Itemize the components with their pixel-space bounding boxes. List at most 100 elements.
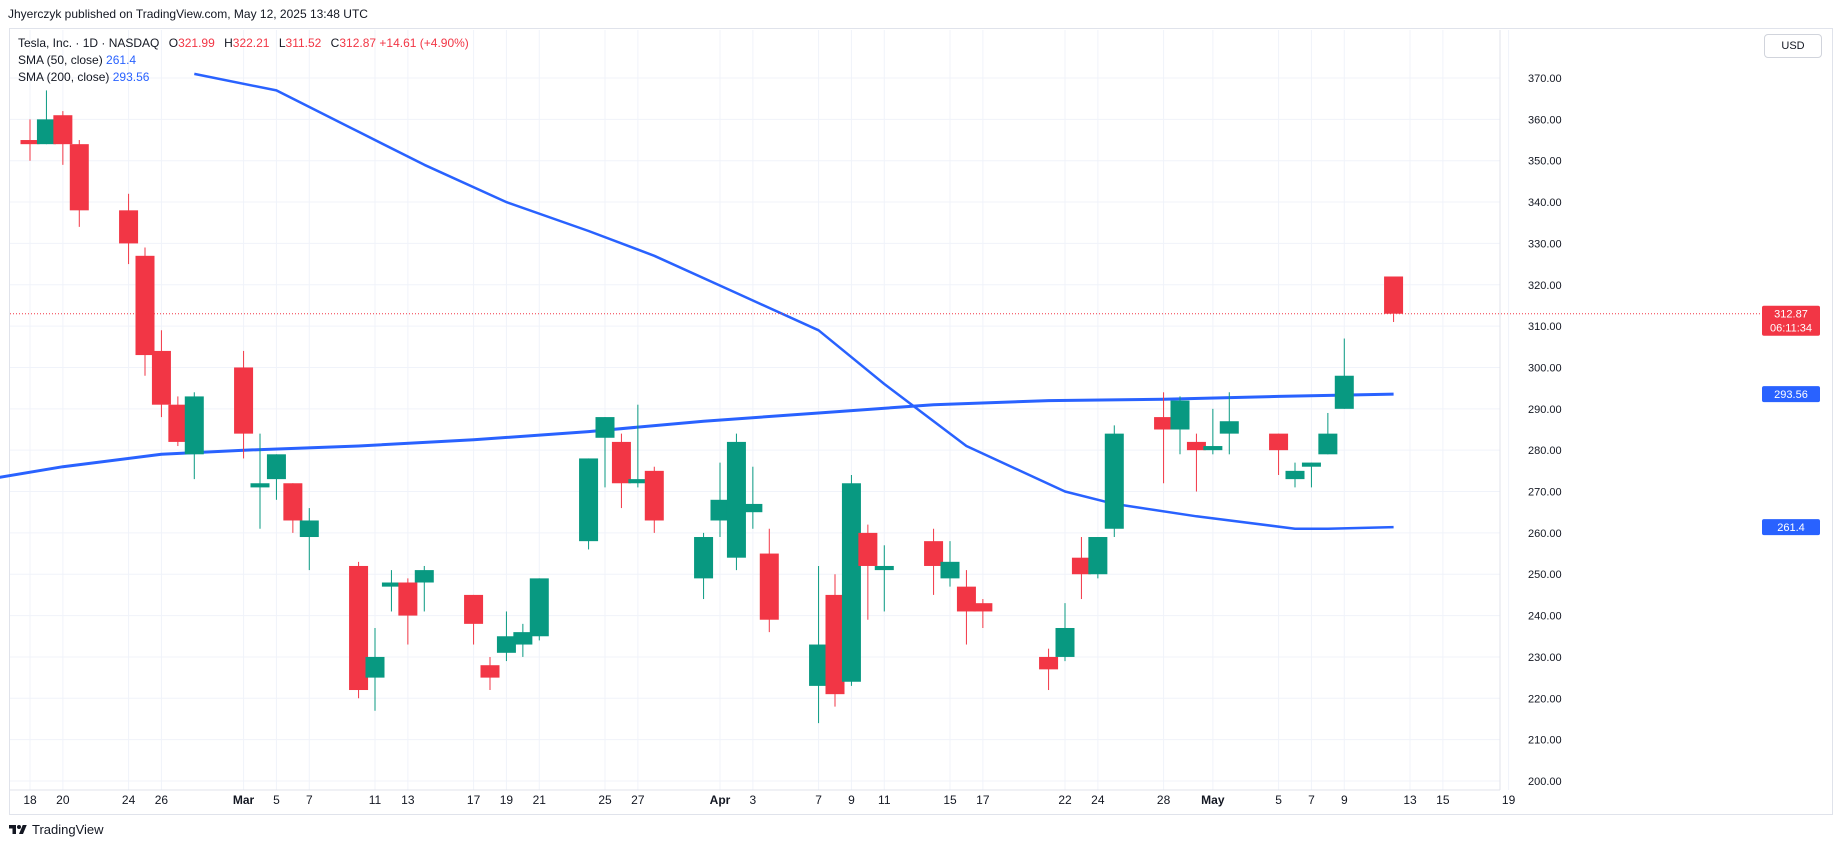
candle-body bbox=[365, 656, 385, 678]
symbol-label: Tesla, Inc. · 1D · NASDAQ bbox=[18, 36, 160, 50]
close-label: C bbox=[330, 36, 340, 50]
y-tick-label: 210.00 bbox=[1528, 735, 1562, 747]
sma50-row[interactable]: SMA (50, close) 261.4 bbox=[18, 52, 469, 69]
x-tick-label: 24 bbox=[1091, 793, 1105, 807]
x-tick-label: 13 bbox=[1403, 793, 1417, 807]
candle-body bbox=[841, 483, 861, 682]
currency-button[interactable]: USD bbox=[1764, 34, 1822, 58]
candle-body bbox=[1219, 421, 1239, 434]
candle-body bbox=[135, 255, 155, 356]
candle-body bbox=[151, 350, 171, 405]
y-tick-label: 360.00 bbox=[1528, 114, 1562, 126]
x-tick-label: 18 bbox=[23, 793, 37, 807]
sma200-row[interactable]: SMA (200, close) 293.56 bbox=[18, 69, 469, 86]
x-tick-label: May bbox=[1201, 793, 1225, 807]
candle-body bbox=[168, 404, 188, 442]
candle-body bbox=[1170, 400, 1190, 430]
sma50-tag-bg bbox=[1762, 519, 1820, 536]
candle-body bbox=[874, 565, 894, 571]
x-tick-label: 28 bbox=[1157, 793, 1171, 807]
candle-body bbox=[710, 499, 730, 521]
candle-body bbox=[266, 454, 286, 480]
x-tick-label: 24 bbox=[122, 793, 136, 807]
y-tick-label: 290.00 bbox=[1528, 404, 1562, 416]
candle-body bbox=[809, 644, 829, 686]
candle-body bbox=[1384, 276, 1404, 314]
candle-body bbox=[513, 632, 533, 645]
candle-body bbox=[20, 140, 40, 145]
y-tick-label: 370.00 bbox=[1528, 73, 1562, 85]
x-tick-label: 11 bbox=[369, 793, 382, 807]
low-label: L bbox=[278, 36, 286, 50]
x-tick-label: 26 bbox=[155, 793, 169, 807]
candle-body bbox=[1088, 537, 1108, 575]
ohlc-row: Tesla, Inc. · 1D · NASDAQ O321.99 H322.2… bbox=[18, 35, 469, 52]
open-label: O bbox=[168, 36, 179, 50]
candle-body bbox=[250, 483, 270, 488]
candle-body bbox=[743, 503, 763, 513]
sma200-tag-bg bbox=[1762, 386, 1820, 403]
y-tick-label: 220.00 bbox=[1528, 693, 1562, 705]
last-price-tag: 312.87 bbox=[1774, 309, 1808, 321]
candle-body bbox=[184, 396, 204, 455]
candle-body bbox=[69, 144, 89, 211]
y-tick-label: 330.00 bbox=[1528, 238, 1562, 250]
x-tick-label: 13 bbox=[401, 793, 415, 807]
x-tick-label: 3 bbox=[750, 793, 757, 807]
candle-body bbox=[464, 594, 484, 624]
x-tick-label: 15 bbox=[943, 793, 957, 807]
candle-body bbox=[825, 594, 845, 695]
sma50-tag: 261.4 bbox=[1777, 522, 1805, 534]
x-tick-label: 27 bbox=[631, 793, 645, 807]
x-tick-label: 19 bbox=[500, 793, 514, 807]
candle-body bbox=[480, 665, 500, 678]
x-tick-label: 7 bbox=[1308, 793, 1315, 807]
candle-body bbox=[53, 115, 73, 145]
high-value: 322.21 bbox=[232, 36, 270, 50]
candle-body bbox=[349, 565, 369, 691]
x-tick-label: 22 bbox=[1058, 793, 1072, 807]
candle-body bbox=[414, 570, 434, 583]
y-tick-label: 200.00 bbox=[1528, 776, 1562, 788]
y-tick-label: 320.00 bbox=[1528, 280, 1562, 292]
y-tick-label: 260.00 bbox=[1528, 528, 1562, 540]
x-tick-label: 15 bbox=[1436, 793, 1450, 807]
candle-body bbox=[694, 537, 714, 579]
candle-body bbox=[496, 636, 516, 653]
x-tick-label: 7 bbox=[306, 793, 313, 807]
chart-frame bbox=[9, 28, 1833, 815]
x-tick-label: 17 bbox=[976, 793, 990, 807]
y-tick-label: 230.00 bbox=[1528, 652, 1562, 664]
y-tick-label: 310.00 bbox=[1528, 321, 1562, 333]
candle-body bbox=[1203, 446, 1223, 451]
candle-body bbox=[283, 483, 303, 521]
sma200-value: 293.56 bbox=[112, 70, 150, 84]
x-tick-label: 25 bbox=[598, 793, 612, 807]
candle-body bbox=[924, 541, 944, 566]
candle-body bbox=[726, 441, 746, 558]
high-label: H bbox=[224, 36, 233, 50]
candle-body bbox=[1334, 375, 1354, 409]
y-tick-label: 340.00 bbox=[1528, 197, 1562, 209]
footer: TradingView bbox=[8, 822, 104, 837]
candle-body bbox=[1055, 627, 1075, 657]
candle-body bbox=[1154, 417, 1174, 430]
candle-body bbox=[398, 582, 418, 616]
candle-body bbox=[381, 582, 401, 587]
candle-body bbox=[299, 520, 319, 538]
candle-body bbox=[119, 210, 139, 244]
candle-body bbox=[529, 578, 549, 637]
x-tick-label: 19 bbox=[1502, 793, 1516, 807]
x-tick-label: 20 bbox=[56, 793, 70, 807]
candle-body bbox=[973, 603, 993, 612]
y-tick-label: 240.00 bbox=[1528, 611, 1562, 623]
x-tick-label: 7 bbox=[815, 793, 822, 807]
close-value: 312.87 bbox=[339, 36, 377, 50]
x-tick-label: 5 bbox=[1275, 793, 1282, 807]
tradingview-logo-icon bbox=[9, 824, 27, 834]
y-tick-label: 270.00 bbox=[1528, 487, 1562, 499]
x-tick-label: 21 bbox=[533, 793, 547, 807]
x-tick-label: 9 bbox=[848, 793, 855, 807]
y-tick-label: 250.00 bbox=[1528, 569, 1562, 581]
